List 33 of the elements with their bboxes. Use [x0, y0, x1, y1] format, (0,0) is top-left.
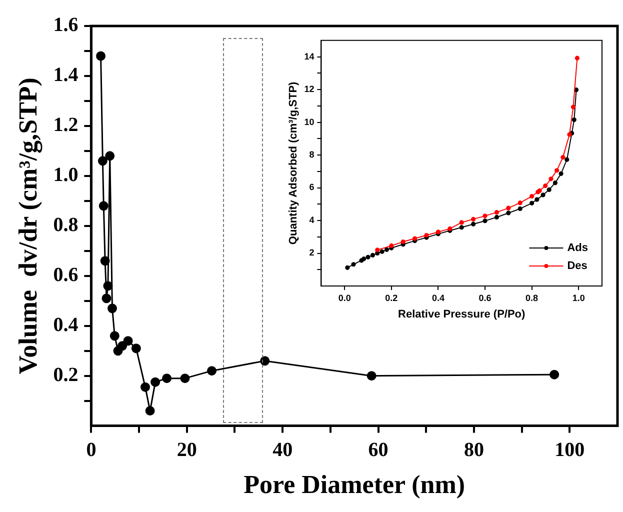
x-tick-label: 20: [176, 438, 197, 461]
y-axis-title: Volume dv/dr (cm³/g,STP): [13, 78, 42, 374]
x-tick-label: 0.6: [478, 292, 492, 303]
y-tick-label: 0.2: [53, 364, 78, 386]
x-tick-label: 0.2: [385, 292, 398, 303]
x-tick-label: 60: [368, 438, 388, 461]
y-axis-title: Quantity Adsorbed (cm³/g,STP): [288, 81, 300, 245]
x-tick-label: 0: [86, 438, 96, 461]
x-axis-title: Relative Pressure (P/Po): [398, 308, 526, 320]
x-tick-label: 40: [272, 438, 293, 461]
y-tick-label: 6: [309, 182, 314, 192]
x-tick-label: 1.0: [572, 292, 585, 303]
y-tick-label: 1.2: [53, 114, 78, 136]
x-tick-label: 0.0: [338, 292, 351, 303]
y-tick-label: 1.6: [53, 14, 78, 36]
y-tick-label: 12: [304, 84, 314, 94]
x-tick-label: 100: [554, 438, 585, 461]
y-tick-label: 14: [304, 51, 314, 62]
y-tick-label: 0.6: [53, 264, 78, 286]
x-tick-label: 80: [464, 438, 484, 461]
y-tick-label: 1.4: [53, 64, 78, 86]
y-tick-label: 0.4: [53, 314, 78, 336]
legend-label: Des: [567, 260, 588, 272]
y-tick-label: 10: [304, 116, 314, 127]
legend-label: Ads: [567, 242, 588, 254]
y-tick-label: 1.0: [53, 164, 78, 186]
y-tick-label: 2: [309, 248, 314, 258]
x-axis-title: Pore Diameter (nm): [244, 470, 466, 500]
x-tick-label: 0.8: [526, 292, 538, 303]
y-tick-label: 8: [309, 150, 314, 160]
y-tick-label: 4: [309, 214, 314, 225]
y-tick-label: 0.8: [53, 214, 78, 236]
x-tick-label: 0.4: [432, 292, 444, 303]
